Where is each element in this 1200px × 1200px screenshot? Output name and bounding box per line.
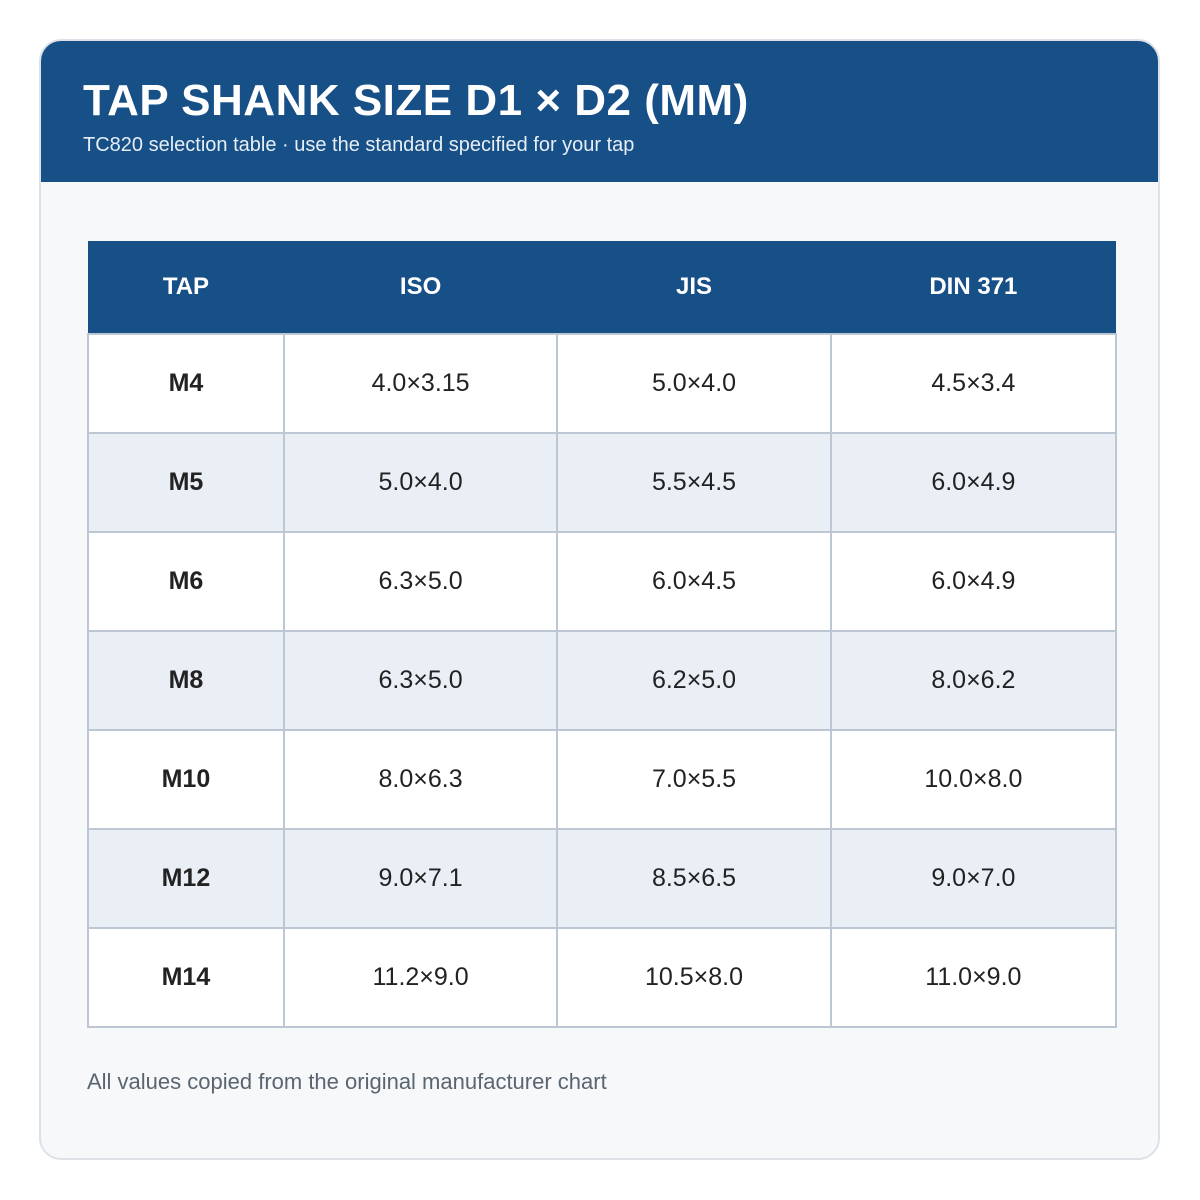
tap-cell: M8 bbox=[87, 630, 285, 731]
size-cell: 10.0×8.0 bbox=[829, 729, 1118, 830]
size-cell: 11.0×9.0 bbox=[829, 927, 1118, 1028]
header: TAP SHANK SIZE D1 × D2 (MM) TC820 select… bbox=[41, 41, 1158, 182]
size-cell: 8.0×6.3 bbox=[282, 729, 559, 830]
table-row: M8 6.3×5.0 6.2×5.0 8.0×6.2 bbox=[87, 630, 1118, 731]
size-cell: 6.0×4.5 bbox=[556, 531, 832, 632]
table-row: M5 5.0×4.0 5.5×4.5 6.0×4.9 bbox=[87, 432, 1118, 533]
column-header: TAP bbox=[88, 241, 284, 334]
table-row: M4 4.0×3.15 5.0×4.0 4.5×3.4 bbox=[87, 333, 1118, 434]
size-cell: 6.0×4.9 bbox=[829, 432, 1118, 533]
size-cell: 6.2×5.0 bbox=[556, 630, 832, 731]
title: TAP SHANK SIZE D1 × D2 (MM) bbox=[83, 76, 749, 125]
size-cell: 4.5×3.4 bbox=[829, 333, 1118, 434]
column-header: ISO bbox=[283, 241, 558, 334]
size-cell: 9.0×7.0 bbox=[829, 828, 1118, 929]
size-cell: 8.5×6.5 bbox=[556, 828, 832, 929]
table-row: M12 9.0×7.1 8.5×6.5 9.0×7.0 bbox=[87, 828, 1118, 929]
table: TAP ISO JIS DIN 371 M4 4.0×3.15 5.0×4.0 4.5×3.… bbox=[87, 241, 1118, 1028]
size-cell: 5.0×4.0 bbox=[282, 432, 559, 533]
size-cell: 4.0×3.15 bbox=[282, 333, 559, 434]
tap-cell: M6 bbox=[87, 531, 285, 632]
card: TAP SHANK SIZE D1 × D2 (MM) TC820 select… bbox=[39, 39, 1160, 1160]
size-cell: 8.0×6.2 bbox=[829, 630, 1118, 731]
subtitle: TC820 selection table · use the standard… bbox=[83, 134, 635, 156]
tap-cell: M14 bbox=[87, 927, 285, 1028]
size-cell: 11.2×9.0 bbox=[282, 927, 559, 1028]
column-header: JIS bbox=[557, 241, 831, 334]
table-row: M10 8.0×6.3 7.0×5.5 10.0×8.0 bbox=[87, 729, 1118, 830]
size-cell: 7.0×5.5 bbox=[556, 729, 832, 830]
tap-cell: M4 bbox=[87, 333, 285, 434]
tap-cell: M10 bbox=[87, 729, 285, 830]
footnote: All values copied from the original manu… bbox=[87, 1069, 607, 1094]
column-header: DIN 371 bbox=[830, 241, 1116, 334]
header-row: TAP ISO JIS DIN 371 bbox=[88, 241, 1116, 334]
table-row: M6 6.3×5.0 6.0×4.5 6.0×4.9 bbox=[87, 531, 1118, 632]
table-row: M14 11.2×9.0 10.5×8.0 11.0×9.0 bbox=[87, 927, 1118, 1028]
size-cell: 6.3×5.0 bbox=[282, 630, 559, 731]
tap-cell: M12 bbox=[87, 828, 285, 929]
table-body: M4 4.0×3.15 5.0×4.0 4.5×3.4 M5 5.0×4.0 5.5×4.5… bbox=[87, 333, 1118, 1028]
size-cell: 5.5×4.5 bbox=[556, 432, 832, 533]
size-cell: 5.0×4.0 bbox=[556, 333, 832, 434]
size-cell: 6.3×5.0 bbox=[282, 531, 559, 632]
tap-cell: M5 bbox=[87, 432, 285, 533]
size-cell: 9.0×7.1 bbox=[282, 828, 559, 929]
size-cell: 10.5×8.0 bbox=[556, 927, 832, 1028]
size-cell: 6.0×4.9 bbox=[829, 531, 1118, 632]
